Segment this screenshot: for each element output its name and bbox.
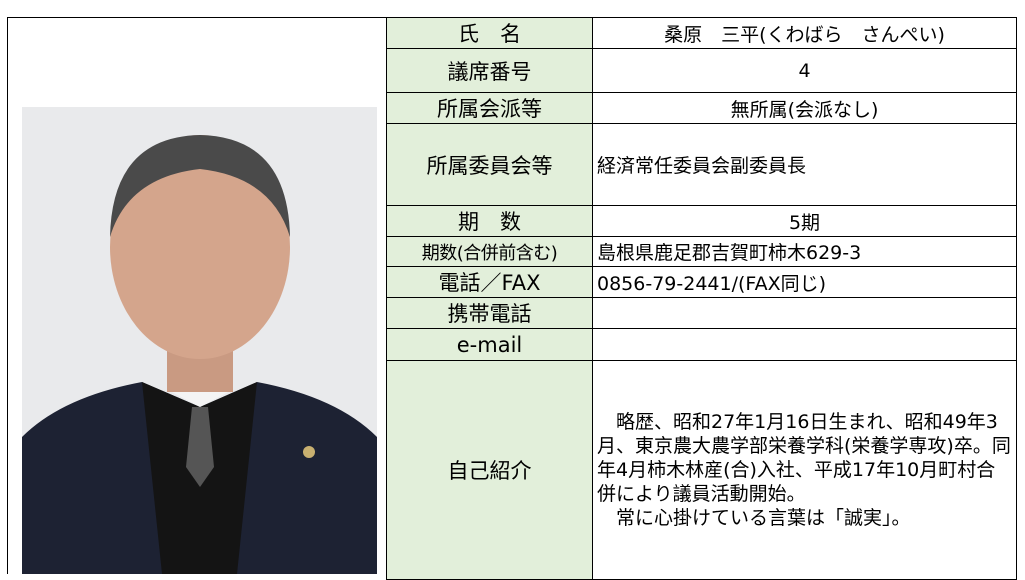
profile-row: 期数(合併前含む) 島根県鹿足郡吉賀町柿木629-3 — [386, 236, 1017, 267]
intro-paragraph: 常に心掛けている言葉は「誠実」。 — [616, 507, 911, 529]
field-label: 所属会派等 — [386, 92, 593, 124]
field-label: 所属委員会等 — [386, 123, 593, 206]
field-value: 桑原 三平(くわばら さんぺい) — [592, 17, 1017, 49]
portrait-photo — [22, 107, 377, 574]
field-value: 無所属(会派なし) — [592, 92, 1017, 124]
field-label: 自己紹介 — [386, 360, 593, 580]
field-label: 氏 名 — [386, 17, 593, 49]
profile-row: 期 数 5期 — [386, 205, 1017, 237]
field-value: 略歴、昭和27年1月16日生まれ、昭和49年3月、東京農大農学部栄養学科(栄養学… — [592, 360, 1017, 580]
profile-row: 自己紹介 略歴、昭和27年1月16日生まれ、昭和49年3月、東京農大農学部栄養学科… — [386, 360, 1017, 580]
field-value: 0856-79-2441/(FAX同じ) — [592, 266, 1017, 298]
field-value: 経済常任委員会副委員長 — [592, 123, 1017, 206]
profile-table: 氏 名桑原 三平(くわばら さんぺい) 議席番号 4 所属会派等 無所属(会派なし) 所属… — [386, 17, 1017, 580]
profile-row: 議席番号 4 — [386, 48, 1017, 93]
profile-row: 携帯電話 — [386, 297, 1017, 329]
profile-row: 所属会派等 無所属(会派なし) — [386, 92, 1017, 124]
field-value: 島根県鹿足郡吉賀町柿木629-3 — [592, 236, 1017, 267]
intro-paragraph: 略歴、昭和27年1月16日生まれ、昭和49年3月、東京農大農学部栄養学科(栄養学… — [597, 411, 1011, 505]
field-label: 携帯電話 — [386, 297, 593, 329]
photo-cell — [7, 17, 386, 574]
field-label: e-mail — [386, 328, 593, 361]
field-value — [592, 297, 1017, 329]
profile-row: 氏 名桑原 三平(くわばら さんぺい) — [386, 17, 1017, 49]
field-label: 期数(合併前含む) — [386, 236, 593, 267]
profile-row: 電話／FAX 0856-79-2441/(FAX同じ) — [386, 266, 1017, 298]
field-label: 期 数 — [386, 205, 593, 237]
field-label: 議席番号 — [386, 48, 593, 93]
profile-row: 所属委員会等 経済常任委員会副委員長 — [386, 123, 1017, 206]
field-value — [592, 328, 1017, 361]
field-label: 電話／FAX — [386, 266, 593, 298]
profile-row: e-mail — [386, 328, 1017, 361]
field-value: 5期 — [592, 205, 1017, 237]
field-value: 4 — [592, 48, 1017, 93]
